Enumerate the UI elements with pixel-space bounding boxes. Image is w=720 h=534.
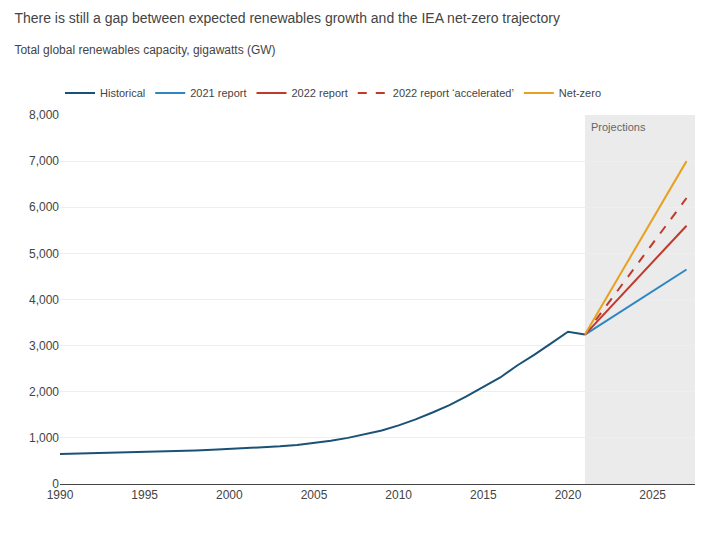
svg-text:There is still a gap between e: There is still a gap between expected re… (14, 10, 560, 26)
svg-text:2020: 2020 (555, 488, 582, 502)
svg-text:1,000: 1,000 (29, 431, 59, 445)
svg-text:2022 report: 2022 report (292, 87, 348, 99)
svg-text:Historical: Historical (100, 87, 145, 99)
svg-text:Total global renewables capaci: Total global renewables capacity, gigawa… (14, 43, 275, 57)
svg-text:1995: 1995 (131, 488, 158, 502)
svg-text:0: 0 (52, 477, 59, 491)
svg-text:Projections: Projections (591, 121, 646, 133)
svg-text:5,000: 5,000 (29, 247, 59, 261)
svg-text:2010: 2010 (385, 488, 412, 502)
svg-text:2,000: 2,000 (29, 385, 59, 399)
svg-text:2000: 2000 (216, 488, 243, 502)
svg-text:2015: 2015 (470, 488, 497, 502)
svg-text:8,000: 8,000 (29, 108, 59, 122)
svg-text:2025: 2025 (639, 488, 666, 502)
svg-text:6,000: 6,000 (29, 200, 59, 214)
svg-text:4,000: 4,000 (29, 293, 59, 307)
svg-text:2021 report: 2021 report (190, 87, 246, 99)
svg-text:Net-zero: Net-zero (559, 87, 601, 99)
svg-text:3,000: 3,000 (29, 339, 59, 353)
svg-text:7,000: 7,000 (29, 154, 59, 168)
svg-text:2005: 2005 (301, 488, 328, 502)
svg-text:2022 report ‘accelerated’: 2022 report ‘accelerated’ (393, 87, 514, 99)
svg-text:1990: 1990 (47, 488, 74, 502)
